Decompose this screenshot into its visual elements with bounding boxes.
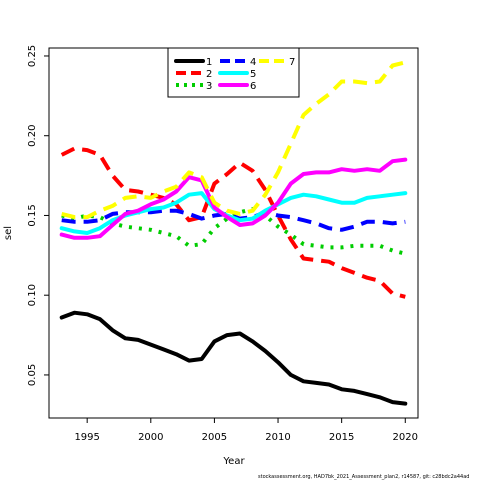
x-tick-label: 2005 (202, 432, 227, 443)
series-line-4 (61, 208, 406, 232)
axes-layer: 1995 2000 2005 2010 2015 2020 0.05 0.10 0.15 0.20… (27, 45, 418, 443)
x-tick-label: 2010 (265, 432, 290, 443)
y-tick-label: 0.05 (27, 364, 38, 386)
legend-label-6: 6 (250, 81, 256, 92)
legend-label-3: 3 (206, 81, 212, 92)
series-layer (59, 60, 408, 406)
series-line-3 (61, 207, 406, 256)
y-tick-label: 0.20 (27, 125, 38, 147)
series-line-2 (60, 146, 406, 299)
x-tick-label: 2020 (393, 432, 418, 443)
legend-label-7: 7 (289, 57, 295, 68)
y-tick-label: 0.10 (27, 284, 38, 306)
footer-note: stockassessment.org, HAD7bk_2021_Assessm… (258, 474, 470, 480)
y-axis-title: sel (3, 226, 14, 240)
legend-label-4: 4 (250, 57, 256, 68)
y-tick-label: 0.25 (27, 45, 38, 67)
series-line-1 (59, 310, 408, 406)
x-axis-title: Year (222, 456, 245, 467)
legend-label-2: 2 (206, 69, 212, 80)
x-tick-label: 2000 (138, 432, 163, 443)
legend-label-1: 1 (206, 57, 212, 68)
legend: 123 456 7 (167, 47, 300, 98)
y-tick-label: 0.15 (27, 204, 38, 226)
legend-label-5: 5 (250, 69, 256, 80)
x-tick-label: 2015 (329, 432, 354, 443)
series-line-6 (59, 157, 408, 240)
series-line-7 (61, 60, 406, 220)
x-tick-label: 1995 (74, 432, 99, 443)
